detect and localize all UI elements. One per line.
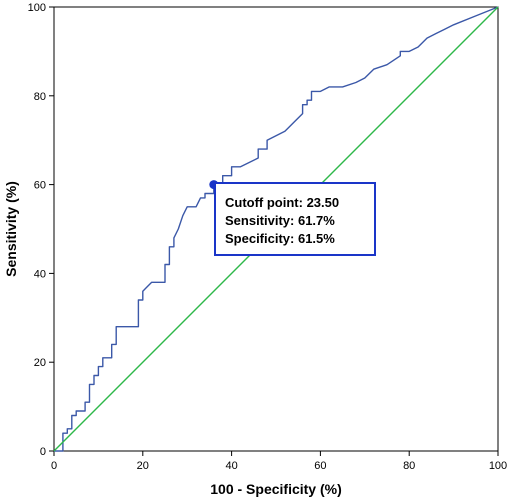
tick-group: 0 20 40 60 80 100 0 20 40 60 80 100 bbox=[28, 2, 508, 472]
callout-line-2: Sensitivity: 61.7% bbox=[225, 213, 335, 228]
x-axis-title: 100 - Specificity (%) bbox=[210, 481, 342, 497]
y-tick-label-5: 100 bbox=[28, 2, 46, 14]
x-tick-label-2: 40 bbox=[225, 460, 237, 472]
callout-line-1: Cutoff point: 23.50 bbox=[225, 195, 339, 210]
callout-box bbox=[214, 182, 376, 256]
x-tick-label-1: 20 bbox=[137, 460, 149, 472]
x-tick-label-0: 0 bbox=[51, 460, 57, 472]
x-tick-label-3: 60 bbox=[314, 460, 326, 472]
x-tick-label-4: 80 bbox=[403, 460, 415, 472]
y-tick-label-1: 20 bbox=[34, 357, 46, 369]
y-axis-title: Sensitivity (%) bbox=[3, 181, 19, 277]
y-tick-label-4: 80 bbox=[34, 91, 46, 103]
cutoff-callout: Cutoff point: 23.50 Sensitivity: 61.7% S… bbox=[214, 182, 376, 256]
y-tick-label-3: 60 bbox=[34, 180, 46, 192]
callout-line-3: Specificity: 61.5% bbox=[225, 231, 335, 246]
roc-curve bbox=[54, 6, 499, 452]
x-tick-label-5: 100 bbox=[489, 460, 507, 472]
y-tick-label-2: 40 bbox=[34, 268, 46, 280]
y-tick-label-0: 0 bbox=[40, 446, 46, 458]
